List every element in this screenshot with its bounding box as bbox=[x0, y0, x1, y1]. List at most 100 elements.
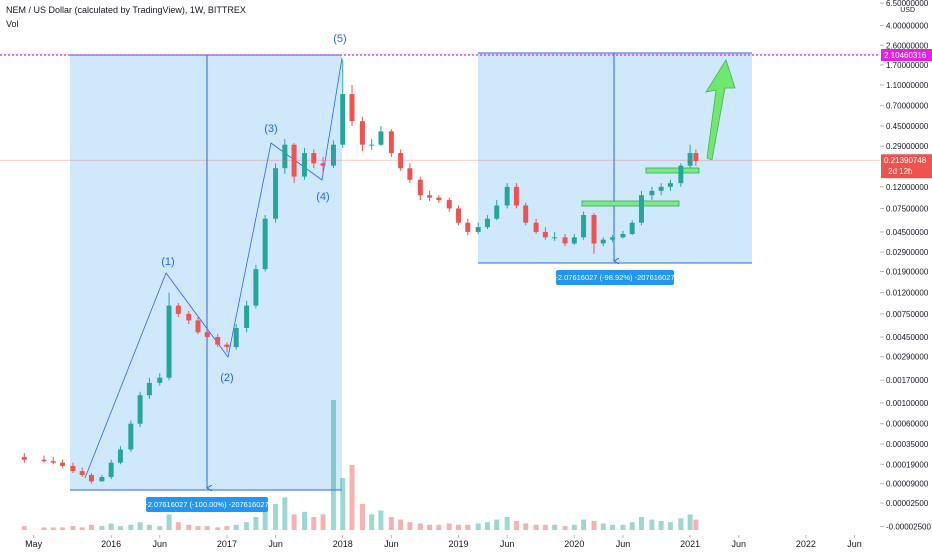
volume-bar bbox=[667, 522, 673, 530]
volume-bar bbox=[70, 526, 76, 530]
volume-bar bbox=[658, 520, 664, 530]
price-badge-label: 2.10460316 bbox=[884, 51, 927, 60]
candle-body bbox=[70, 465, 76, 472]
candle-body bbox=[302, 153, 308, 177]
candle-body bbox=[359, 121, 365, 145]
candle-body bbox=[446, 200, 452, 209]
measure-badge bbox=[146, 497, 268, 512]
volume-bar bbox=[494, 519, 500, 530]
x-tick-label: 2019 bbox=[449, 539, 469, 549]
candle-body bbox=[504, 186, 510, 206]
volume-bar bbox=[398, 519, 404, 530]
volume-bar bbox=[302, 511, 308, 530]
volume-bar bbox=[233, 524, 239, 530]
volume-bar bbox=[407, 522, 413, 530]
y-tick-label: 0.00002500 bbox=[886, 499, 929, 508]
volume-bar bbox=[195, 526, 201, 530]
candle-body bbox=[667, 183, 673, 187]
y-tick-label: 0.00060000 bbox=[886, 420, 929, 429]
volume-bar bbox=[542, 524, 548, 530]
volume-bar bbox=[99, 526, 105, 530]
candle-body bbox=[215, 337, 221, 345]
x-tick-label: 2020 bbox=[564, 539, 584, 549]
volume-bar bbox=[166, 514, 172, 530]
volume-bar bbox=[465, 524, 471, 530]
x-tick-label: 2016 bbox=[101, 539, 121, 549]
candle-body bbox=[417, 179, 423, 196]
candle-body bbox=[678, 165, 684, 184]
volume-bar bbox=[253, 517, 259, 530]
volume-bar bbox=[427, 524, 433, 530]
support-zone bbox=[581, 200, 680, 207]
x-tick-label: 2022 bbox=[796, 539, 816, 549]
countdown-label: 2d 12h bbox=[888, 167, 912, 176]
measure-badge bbox=[556, 270, 674, 285]
volume-bar bbox=[50, 527, 56, 530]
y-tick-label: 2.60000000 bbox=[886, 41, 929, 50]
x-tick-label: Jun bbox=[153, 539, 168, 549]
candle-body bbox=[407, 168, 413, 180]
volume-bar bbox=[330, 400, 336, 530]
volume-bar bbox=[369, 514, 375, 530]
volume-bar bbox=[262, 510, 268, 530]
y-tick-label: 0.00035000 bbox=[886, 440, 929, 449]
y-tick-label: -0.00002500 bbox=[886, 523, 931, 532]
volume-bar bbox=[638, 517, 644, 530]
candle-body bbox=[146, 382, 152, 396]
volume-bar bbox=[157, 526, 163, 530]
volume-bar bbox=[693, 519, 699, 530]
y-tick-label: 0.00019000 bbox=[886, 460, 929, 469]
x-tick-label: Jun bbox=[268, 539, 283, 549]
volume-bar bbox=[678, 518, 684, 530]
candle-body bbox=[244, 305, 250, 328]
volume-bar bbox=[21, 526, 27, 530]
candle-body bbox=[204, 332, 210, 338]
candle-body bbox=[436, 197, 442, 201]
candle-body bbox=[262, 218, 268, 270]
volume-bar bbox=[215, 527, 221, 530]
wave-label: (4) bbox=[316, 191, 329, 203]
volume-bar bbox=[320, 514, 326, 530]
candle-body bbox=[475, 227, 481, 232]
x-tick-label: 2018 bbox=[333, 539, 353, 549]
volume-bar bbox=[562, 526, 568, 530]
candle-body bbox=[658, 186, 664, 191]
volume-bar bbox=[204, 526, 210, 530]
volume-bar bbox=[436, 524, 442, 530]
volume-bar bbox=[359, 504, 365, 530]
volume-bar bbox=[417, 523, 423, 530]
y-tick-label: 0.01200000 bbox=[886, 288, 929, 297]
volume-bar bbox=[311, 517, 317, 530]
candle-body bbox=[349, 94, 355, 122]
volume-bar bbox=[340, 478, 346, 530]
volume-bar bbox=[41, 527, 47, 530]
plot bbox=[21, 59, 699, 530]
y-tick-label: 0.12000000 bbox=[886, 183, 929, 192]
y-tick-label: 1.10000000 bbox=[886, 81, 929, 90]
candle-body bbox=[378, 131, 384, 145]
volume-bar bbox=[600, 523, 606, 530]
y-tick-label: 0.70000000 bbox=[886, 102, 929, 111]
volume-bar bbox=[620, 524, 626, 530]
candle-body bbox=[600, 239, 606, 244]
y-tick-label: 0.00750000 bbox=[886, 310, 929, 319]
wave-label: (3) bbox=[264, 123, 277, 135]
candle-body bbox=[629, 222, 635, 235]
volume-bar bbox=[523, 523, 529, 530]
x-tick-label: May bbox=[25, 539, 43, 549]
candle-body bbox=[552, 237, 558, 239]
candle-body bbox=[388, 131, 394, 154]
wave-label: (2) bbox=[220, 372, 233, 384]
volume-bar bbox=[591, 520, 597, 530]
candle-body bbox=[108, 462, 114, 477]
x-tick-label: Jun bbox=[616, 539, 631, 549]
volume-bar bbox=[117, 526, 123, 530]
x-tick-label: Jun bbox=[731, 539, 746, 549]
volume-bar bbox=[186, 524, 192, 530]
candle-body bbox=[253, 269, 259, 306]
measure-box bbox=[478, 53, 752, 263]
candle-body bbox=[494, 205, 500, 219]
candle-body bbox=[50, 461, 56, 463]
y-tick-label: 0.00170000 bbox=[886, 376, 929, 385]
y-tick-label: 0.04500000 bbox=[886, 228, 929, 237]
